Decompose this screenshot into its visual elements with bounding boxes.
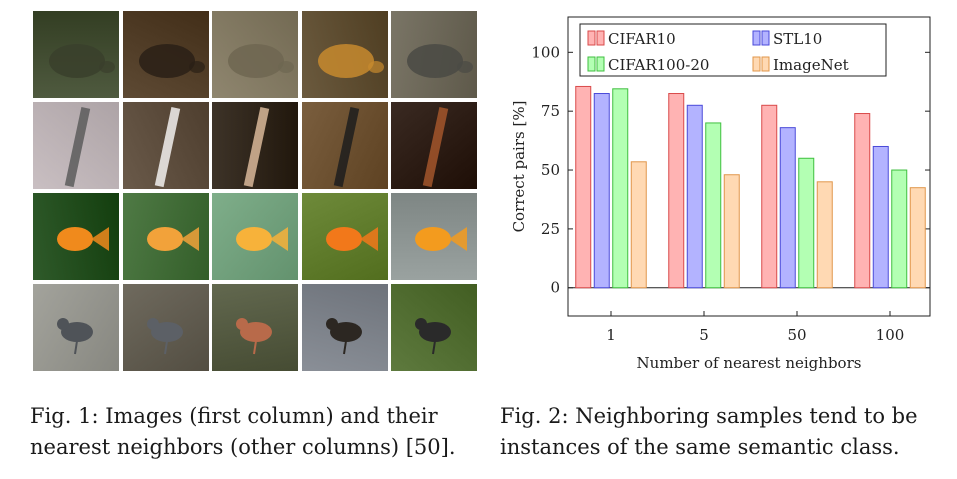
neighbor-image-bird [390,283,479,372]
legend-label-stl10: STL10 [773,30,822,48]
bar-stl10-100 [872,145,889,289]
neighbor-image-goldfish [211,192,300,281]
legend-box [579,23,887,77]
query-image-goldfish [32,192,120,281]
neighbor-image-turtle [211,10,300,99]
query-image-turtle [32,10,120,99]
neighbor-image-clarinet [300,101,389,190]
legend-swatch-cifar100-20 [587,56,596,72]
legend-swatch-cifar10 [596,30,605,46]
x-axis-label: Number of nearest neighbors [637,354,862,372]
bar-stl10-50 [779,127,796,289]
query-image-clarinet [32,101,120,190]
legend-swatch-imagenet [752,56,761,72]
neighbor-image-goldfish [121,192,210,281]
bar-imagenet-50 [816,181,833,289]
neighbor-image-bird [300,283,389,372]
x-tick-label: 100 [876,326,905,344]
legend-swatch-stl10 [761,30,770,46]
legend-swatch-cifar10 [587,30,596,46]
nearest-neighbor-image-grid [32,10,480,374]
bar-cifar10-1 [575,85,592,289]
y-tick-label: 75 [541,102,560,120]
figure2-caption: Fig. 2: Neighboring samples tend to be i… [500,401,940,463]
legend-label-imagenet: ImageNet [773,56,849,74]
neighbor-image-goldfish [300,192,389,281]
bar-imagenet-100 [909,187,926,289]
neighbor-image-bird [211,283,300,372]
neighbor-image-turtle [121,10,210,99]
figure1-caption-line: Fig. 1: Images (first column) and their [30,404,438,428]
bar-cifar100-20-1 [612,88,629,289]
figure1-caption-line: nearest neighbors (other columns) [50]. [30,435,456,459]
figure1-caption: Fig. 1: Images (first column) and their … [30,401,482,463]
bar-cifar100-20-100 [891,169,908,289]
y-tick-label: 50 [541,161,560,179]
bar-imagenet-1 [630,161,647,289]
query-image-bird [32,283,120,372]
legend-swatch-stl10 [752,30,761,46]
neighbor-image-bird [121,283,210,372]
legend-swatch-imagenet [761,56,770,72]
y-tick-label: 0 [550,279,560,297]
bar-stl10-5 [686,104,703,289]
y-tick-label: 100 [531,43,560,61]
neighbor-image-goldfish [390,192,479,281]
x-tick-label: 50 [787,326,806,344]
bar-cifar10-50 [761,104,778,289]
neighbor-image-turtle [390,10,479,99]
legend-label-cifar10: CIFAR10 [608,30,676,48]
figure2-caption-line: instances of the same semantic class. [500,435,900,459]
figure2-caption-line: Fig. 2: Neighboring samples tend to be [500,404,918,428]
y-tick-label: 25 [541,220,560,238]
legend-swatch-cifar100-20 [596,56,605,72]
neighbor-image-turtle [300,10,389,99]
bar-cifar10-5 [668,93,685,289]
bar-cifar100-20-5 [705,122,722,289]
neighbor-image-clarinet [211,101,300,190]
x-tick-label: 1 [606,326,616,344]
legend-label-cifar100-20: CIFAR100-20 [608,56,709,74]
y-axis-label: Correct pairs [%] [510,101,528,233]
correct-pairs-bar-chart: 0 25 50 75 100 1 5 50 100 Number of nearest neigh… [510,16,931,372]
bar-cifar10-100 [854,113,871,289]
neighbor-image-clarinet [121,101,210,190]
neighbor-image-clarinet [390,101,479,190]
plot-frame [567,16,931,317]
bar-stl10-1 [593,93,610,289]
bar-cifar100-20-50 [798,157,815,289]
x-tick-label: 5 [699,326,709,344]
bar-imagenet-5 [723,174,740,289]
